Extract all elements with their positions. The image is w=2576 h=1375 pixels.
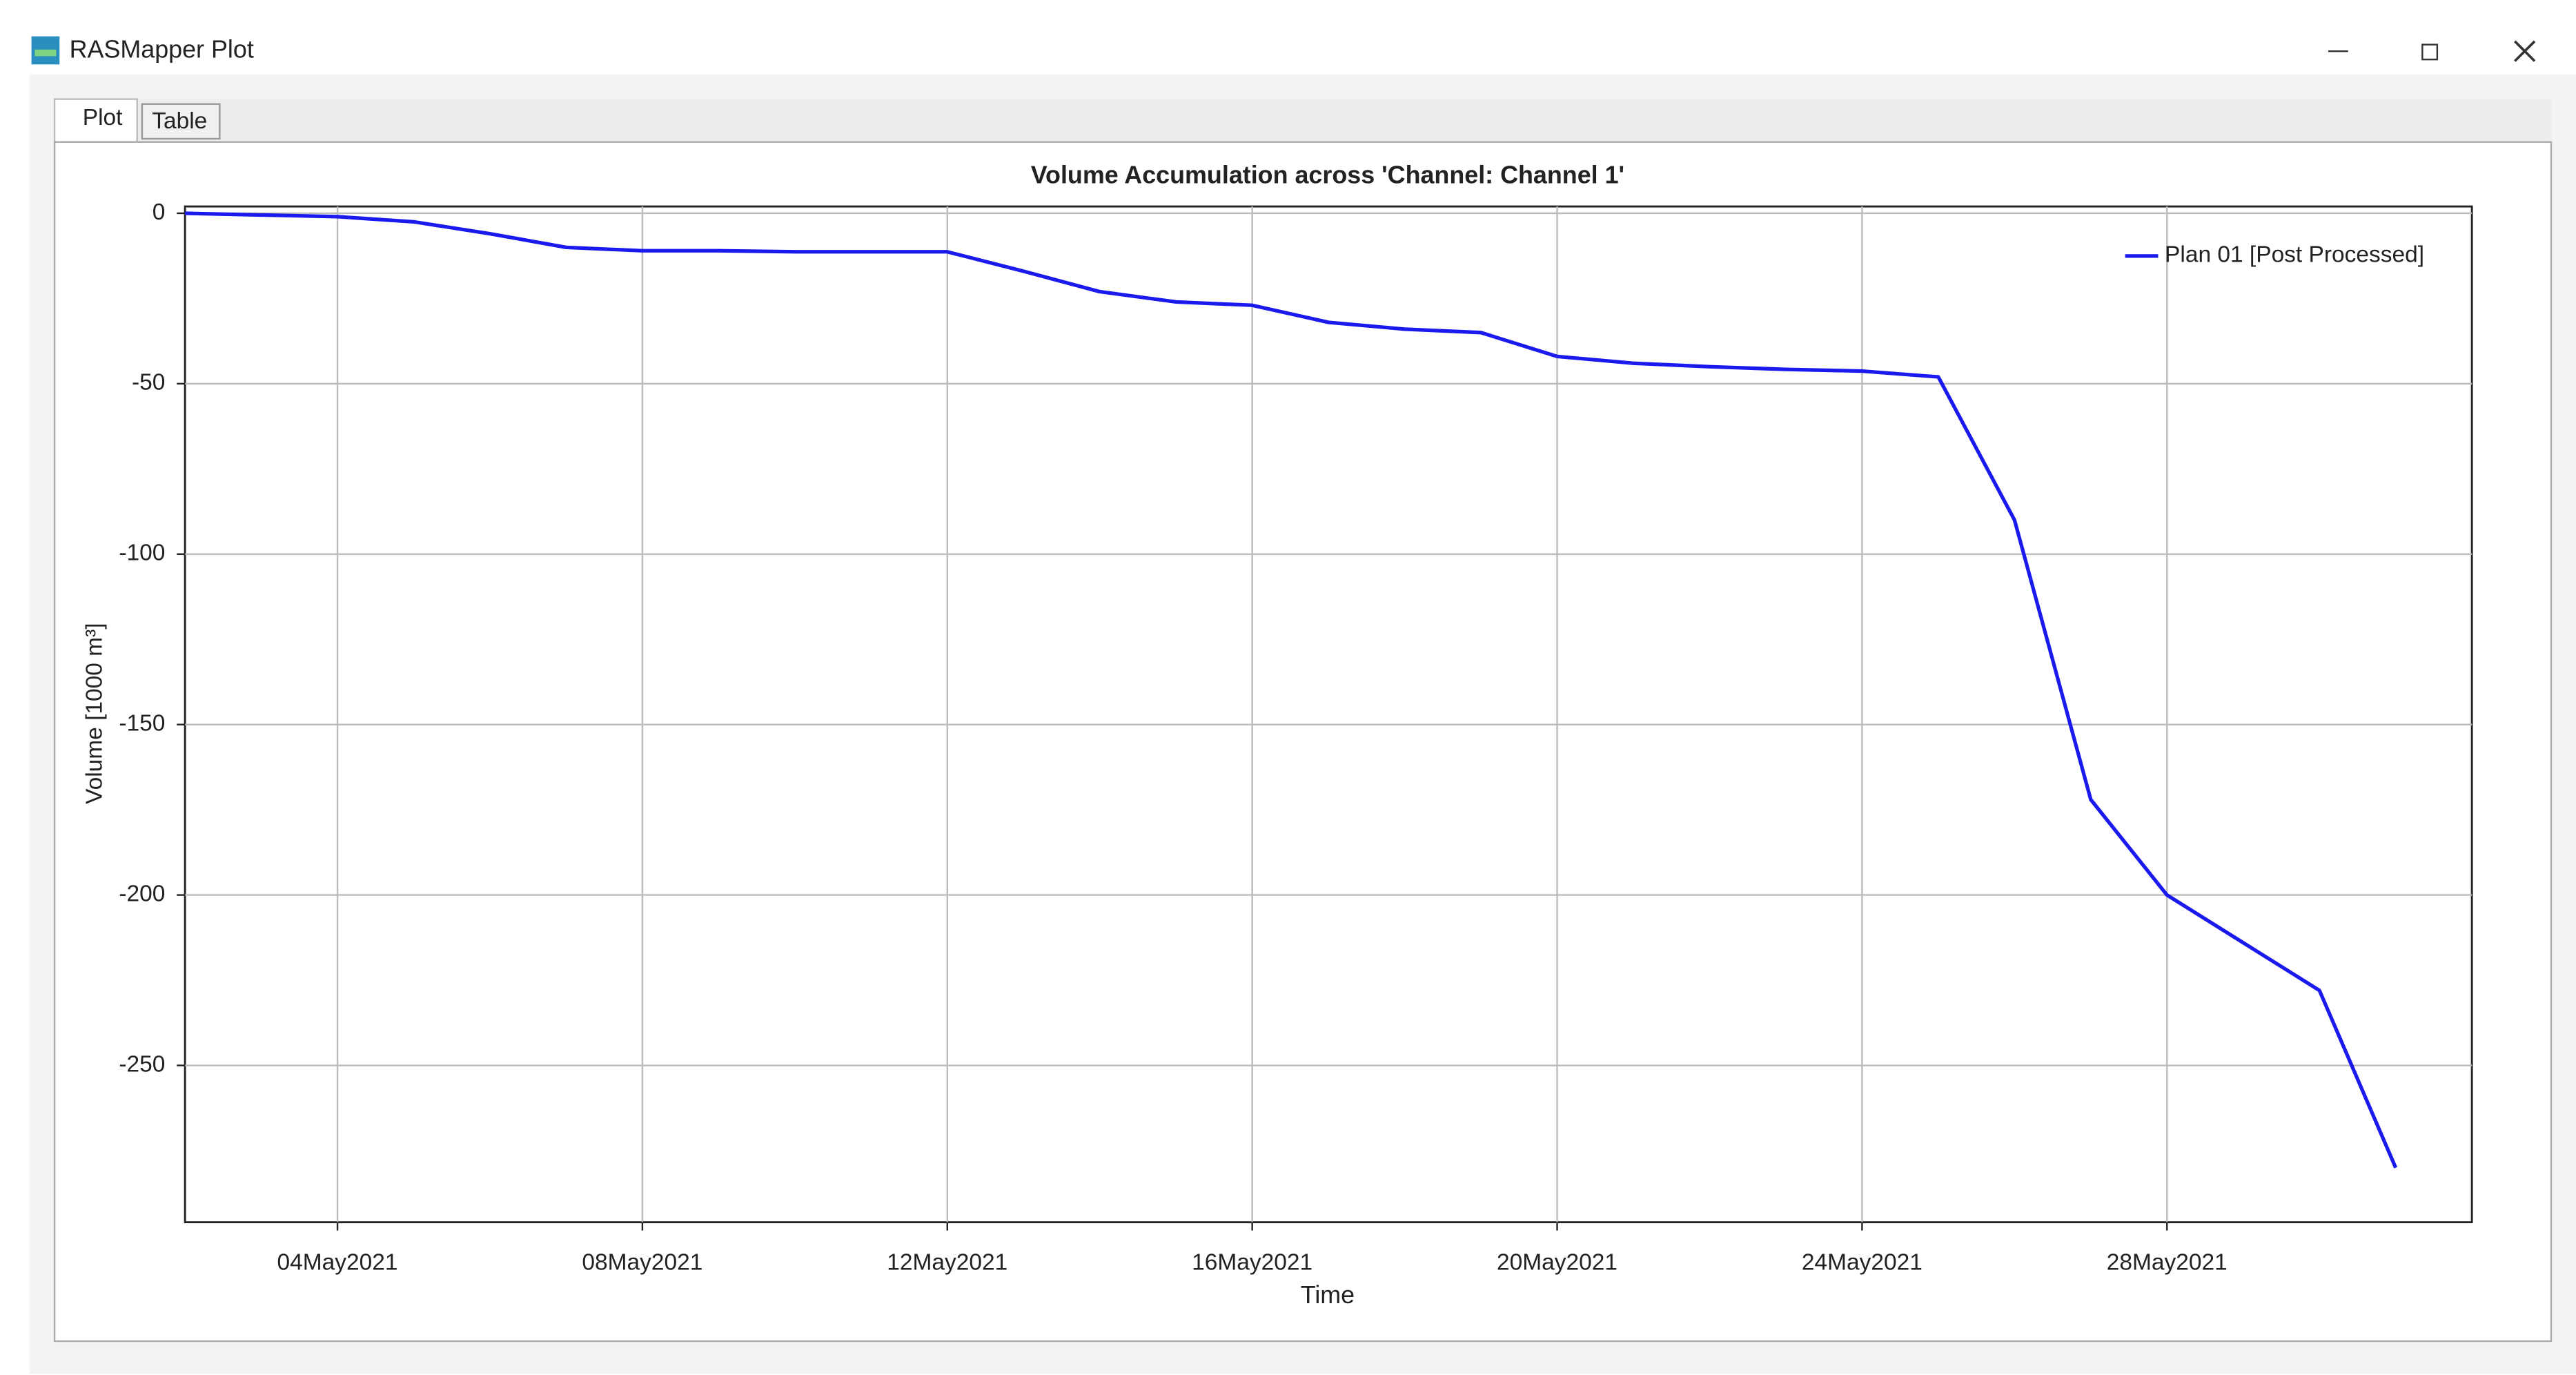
x-axis-title: Time <box>1301 1281 1355 1309</box>
tab-table[interactable] <box>141 103 221 140</box>
y-tick-label: -200 <box>119 881 165 906</box>
y-tick-label: -50 <box>132 370 165 396</box>
x-tick-label: 20May2021 <box>1497 1249 1618 1275</box>
tab-label: Plot <box>83 105 123 130</box>
tab-label: Table <box>152 108 207 134</box>
y-tick-label: -250 <box>119 1051 165 1077</box>
tab-strip <box>55 99 2551 142</box>
x-tick-label: 28May2021 <box>2107 1249 2228 1275</box>
x-tick-label: 08May2021 <box>582 1249 702 1275</box>
app-icon-detail <box>35 49 57 57</box>
restore-button[interactable] <box>2421 43 2439 61</box>
y-tick-label: -100 <box>119 540 165 566</box>
y-axis-title: Volume [1000 m³] <box>82 623 108 803</box>
x-tick-label: 04May2021 <box>277 1249 398 1275</box>
data-line <box>185 211 2398 1169</box>
window-title: RASMapper Plot <box>70 36 254 64</box>
y-tick-label: 0 <box>153 199 166 225</box>
close-button[interactable] <box>2514 40 2536 62</box>
y-tick-label: -150 <box>119 711 165 737</box>
chart-title: Volume Accumulation across 'Channel: Cha… <box>1031 162 1624 189</box>
x-tick-label: 16May2021 <box>1192 1249 1312 1275</box>
x-tick-label: 24May2021 <box>1802 1249 1923 1275</box>
title-bar <box>0 24 2576 75</box>
plot-frame <box>184 205 2473 1224</box>
legend-label: Plan 01 [Post Processed] <box>2165 242 2424 268</box>
plot-area: 0 -50 -100 -150 -200 -250 04May2021 08May2021 12… <box>119 199 2473 1275</box>
x-tick-label: 12May2021 <box>887 1249 1007 1275</box>
